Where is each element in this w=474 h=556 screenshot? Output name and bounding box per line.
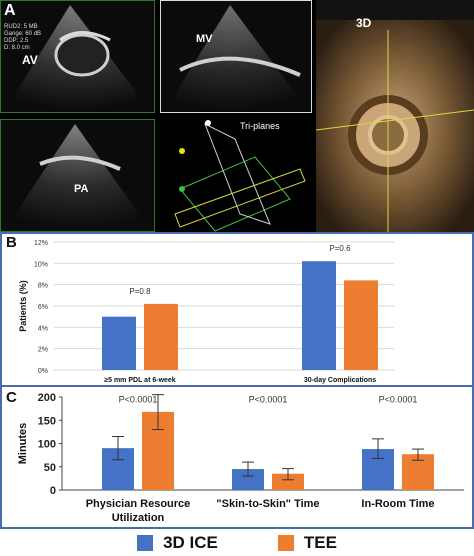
overlay-line: Gange: 60 dB xyxy=(4,31,42,37)
render-3d-image xyxy=(315,0,474,232)
x-tick-label: 30-day Complications xyxy=(304,377,376,384)
y-tick-label: 12% xyxy=(34,240,48,247)
y-tick-label: 4% xyxy=(38,325,48,332)
chart-b-svg: 0% 2% 4% 6% 8% 10% 12% Patients (%) ≥5 mm PDL at… xyxy=(18,240,394,384)
render-3d-valve xyxy=(315,20,474,232)
overlay-line: DDP: 2.5 xyxy=(4,38,29,44)
panel-c-chart: C 0 50 100 150 200 Minutes Physician Resource U… xyxy=(0,387,474,529)
panel-b-chart: B 0% 2% 4% 6% 8% 10% 12% Patients (%) ≥5 mm PDL … xyxy=(0,232,474,387)
y-tick-label: 50 xyxy=(44,462,56,474)
legend-swatch xyxy=(137,534,154,551)
legend-item-3d-ice: 3D ICE xyxy=(137,533,218,553)
chart-legend: 3D ICE TEE xyxy=(0,529,474,556)
triplane-diagram xyxy=(160,119,312,232)
y-tick-label: 0 xyxy=(50,485,56,497)
echo-pa-sector xyxy=(5,124,150,229)
x-tick-label: Utilization xyxy=(112,512,165,524)
panel-c-letter: C xyxy=(6,389,17,406)
p-value-annotation: P<0.0001 xyxy=(379,395,418,405)
y-tick-label: 10% xyxy=(34,261,48,268)
p-value-annotation: P=0.8 xyxy=(129,287,151,296)
triplane-planes xyxy=(174,120,306,232)
echo-mv-frame xyxy=(160,0,312,113)
echo-av-image xyxy=(0,0,155,113)
x-tick-label: "Skin-to-Skin" Time xyxy=(216,498,319,510)
label-triplanes: Tri-planes xyxy=(240,121,280,131)
y-tick-label: 2% xyxy=(38,347,48,354)
echo-mv-sector xyxy=(165,5,308,110)
legend-label: TEE xyxy=(303,532,337,552)
bar xyxy=(102,316,136,370)
echo-pa-image xyxy=(0,119,155,232)
label-mv: MV xyxy=(196,33,213,45)
y-tick-label: 8% xyxy=(38,283,48,290)
y-tick-label: 200 xyxy=(38,392,56,404)
x-tick-label: ≥5 mm PDL at 6-week xyxy=(104,377,176,384)
x-tick-label: Physician Resource xyxy=(86,498,191,510)
x-tick-label: In-Room Time xyxy=(361,498,434,510)
echo-settings-text: RUD2: 5 MB Gange: 60 dB DDP: 2.5 D: 8.0 … xyxy=(4,24,41,52)
overlay-line: RUD2: 5 MB xyxy=(4,24,38,30)
label-pa: PA xyxy=(74,183,89,195)
label-3d: 3D xyxy=(356,16,372,30)
label-av: AV xyxy=(22,53,38,67)
overlay-line: D: 8.0 cm xyxy=(4,45,30,51)
chart-c-svg: 0 50 100 150 200 Minutes Physician Resource Uti… xyxy=(17,392,464,524)
p-value-annotation: P<0.0001 xyxy=(249,395,288,405)
legend-swatch xyxy=(277,534,294,551)
bar xyxy=(344,280,378,370)
y-tick-label: 0% xyxy=(38,368,48,375)
y-tick-label: 6% xyxy=(38,304,48,311)
p-value-annotation: P=0.6 xyxy=(329,244,351,253)
panel-a-letter: A xyxy=(4,2,16,19)
echo-av-frame xyxy=(0,0,155,113)
echo-mv-image xyxy=(160,0,312,113)
echo-pa-frame xyxy=(0,119,155,232)
bar xyxy=(144,303,178,370)
bar xyxy=(272,473,304,490)
panel-a-imaging: A RUD2: 5 MB Gange: 60 dB DDP: 2.5 D: 8.… xyxy=(0,0,474,232)
panel-b-letter: B xyxy=(6,234,17,251)
legend-item-tee: TEE xyxy=(277,532,337,553)
bar xyxy=(232,469,264,490)
echo-av-sector xyxy=(5,5,150,110)
bar xyxy=(302,261,336,370)
y-axis-label: Minutes xyxy=(17,423,29,465)
p-value-annotation: P<0.0001 xyxy=(119,395,158,405)
y-axis-label: Patients (%) xyxy=(18,280,28,332)
y-tick-label: 150 xyxy=(38,415,56,427)
y-tick-label: 100 xyxy=(38,439,56,451)
legend-label: 3D ICE xyxy=(163,532,218,552)
